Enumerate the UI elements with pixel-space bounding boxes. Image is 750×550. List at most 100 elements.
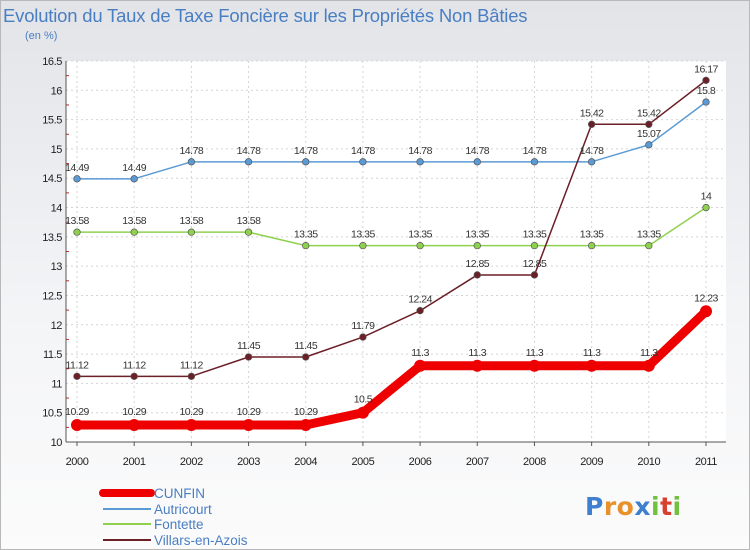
logo-letter: x	[634, 492, 651, 521]
x-tick-label: 2009	[580, 456, 603, 468]
series-line-autricourt	[76, 101, 707, 180]
x-tick-label: 2000	[66, 456, 89, 468]
data-labels: 10.29 10.29 10.29 10.29 10.29 10.5 11.3 11.3 11.…	[65, 63, 719, 418]
data-point	[359, 158, 367, 166]
data-label: 14.78	[351, 145, 375, 157]
data-point	[473, 271, 481, 279]
data-point	[416, 307, 424, 315]
x-tick-label: 2008	[523, 456, 546, 468]
logo-letter: i	[672, 492, 682, 521]
data-point	[244, 228, 253, 236]
logo-letter: o	[616, 492, 635, 521]
data-point	[299, 419, 312, 432]
data-label: 10.29	[122, 406, 146, 418]
data-label: 11.3	[583, 347, 601, 359]
data-label: 10.29	[65, 406, 89, 418]
data-point	[244, 353, 253, 361]
data-label: 11.12	[180, 359, 204, 371]
data-point	[302, 353, 310, 361]
data-point	[187, 158, 196, 166]
legend-label: Villars-en-Azois	[154, 533, 248, 548]
y-tick-label: 14.5	[42, 173, 62, 185]
data-label: 15.42	[580, 107, 604, 119]
data-point	[702, 76, 710, 84]
data-point	[528, 359, 541, 372]
data-point	[244, 158, 253, 166]
data-label: 14	[701, 191, 712, 203]
data-point	[587, 158, 596, 166]
data-point	[128, 419, 141, 432]
data-point	[645, 120, 653, 128]
data-label: 15.8	[697, 85, 716, 97]
data-label: 14.78	[523, 145, 547, 157]
data-point	[471, 359, 484, 372]
data-label: 10.5	[354, 394, 373, 406]
y-tick-label: 10	[51, 437, 63, 449]
series-group	[71, 76, 712, 432]
logo-letter: i	[651, 492, 661, 521]
logo-letter: r	[603, 492, 617, 521]
data-label: 13.35	[294, 229, 318, 241]
data-label: 13.58	[122, 215, 146, 227]
data-point	[130, 228, 138, 236]
data-point	[416, 158, 424, 166]
y-tick-label: 12	[51, 320, 63, 332]
data-point	[530, 158, 539, 166]
data-point	[414, 359, 427, 372]
chart-title: Evolution du Taux de Taxe Foncière sur l…	[3, 5, 528, 26]
data-point	[302, 241, 310, 250]
data-point	[473, 241, 481, 250]
x-tick-label: 2002	[180, 456, 203, 468]
data-label: 11.12	[66, 359, 90, 371]
y-tick-label: 12.5	[42, 290, 62, 302]
series-line-fontette	[76, 206, 707, 247]
series-line-cunfin	[72, 306, 711, 430]
logo-letter: t	[660, 492, 673, 521]
data-label: 11.45	[237, 340, 261, 352]
data-label: 10.29	[294, 406, 318, 418]
data-point	[359, 241, 367, 250]
data-label: 14.78	[237, 145, 261, 157]
data-label: 12.24	[408, 294, 432, 306]
data-label: 14.49	[65, 162, 89, 174]
data-point	[359, 333, 367, 341]
data-label: 14.78	[580, 145, 604, 157]
data-label: 10.29	[179, 406, 203, 418]
data-point	[73, 175, 81, 183]
data-label: 14.49	[122, 162, 146, 174]
y-tick-label: 13	[51, 261, 63, 273]
data-label: 11.79	[351, 320, 375, 332]
data-label: 14.78	[179, 145, 203, 157]
data-point	[530, 241, 539, 250]
data-point	[587, 120, 596, 128]
x-tick-label: 2010	[637, 456, 660, 468]
data-label: 13.58	[237, 215, 261, 227]
x-tick-label: 2007	[466, 456, 489, 468]
data-label: 11.3	[411, 347, 429, 359]
data-label: 10.29	[237, 406, 261, 418]
y-tick-label: 11	[51, 378, 62, 390]
x-tick-label: 2004	[294, 456, 317, 468]
data-label: 13.35	[580, 229, 604, 241]
y-tick-label: 16.5	[42, 56, 62, 68]
data-label: 14.78	[408, 145, 432, 157]
y-tick-label: 11.5	[43, 349, 62, 361]
data-point	[73, 228, 81, 236]
data-point	[642, 359, 655, 372]
proxiti-logo: Proxiti	[585, 492, 682, 521]
data-point	[587, 241, 596, 250]
data-label: 12.23	[694, 292, 718, 304]
y-tick-label: 15	[51, 144, 63, 156]
data-label: 14.78	[465, 145, 489, 157]
data-label: 13.35	[637, 229, 661, 241]
legend-label: Fontette	[154, 517, 204, 532]
data-point	[356, 406, 369, 419]
series-line-villars-en-azois	[76, 79, 707, 378]
x-tick-label: 2011	[695, 456, 717, 468]
logo-letter: P	[585, 492, 604, 521]
data-label: 11.45	[294, 340, 318, 352]
data-point	[130, 372, 138, 381]
data-point	[530, 271, 539, 279]
